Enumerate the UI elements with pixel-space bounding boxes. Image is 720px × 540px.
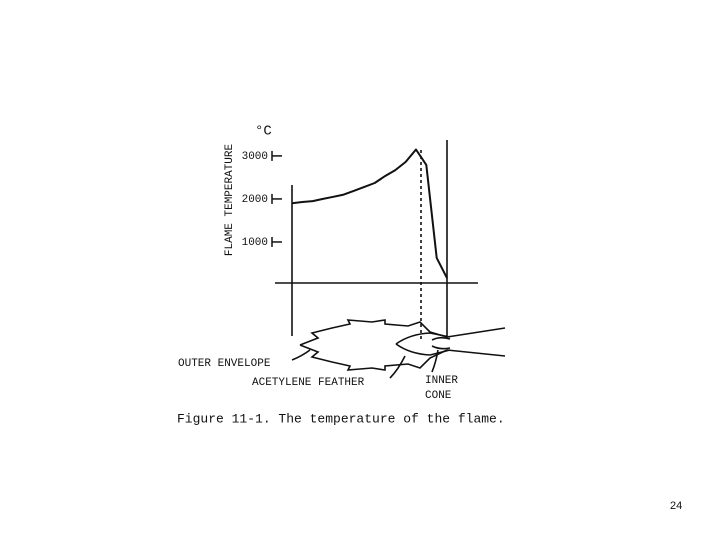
pointer-arrows	[291, 349, 439, 379]
y-tick-label: 1000	[242, 237, 268, 249]
y-tick-label: 2000	[242, 194, 268, 206]
acetylene-feather	[395, 332, 451, 356]
annotation: OUTER ENVELOPE	[178, 358, 271, 370]
y-tick-label: 3000	[242, 151, 268, 163]
temperature-curve	[291, 148, 448, 279]
outer-envelope	[299, 319, 448, 371]
caption: Figure 11-1. The temperature of the flam…	[177, 411, 505, 426]
annotation: CONE	[425, 390, 452, 402]
torch-tip	[446, 327, 506, 357]
annotation: INNER	[425, 375, 458, 387]
inner-cone	[431, 336, 451, 350]
y-axis-label: FLAME TEMPERATURE	[224, 143, 236, 256]
y-axis-unit: °C	[255, 124, 272, 140]
page-number: 24	[670, 500, 682, 512]
annotation: ACETYLENE FEATHER	[252, 377, 365, 389]
